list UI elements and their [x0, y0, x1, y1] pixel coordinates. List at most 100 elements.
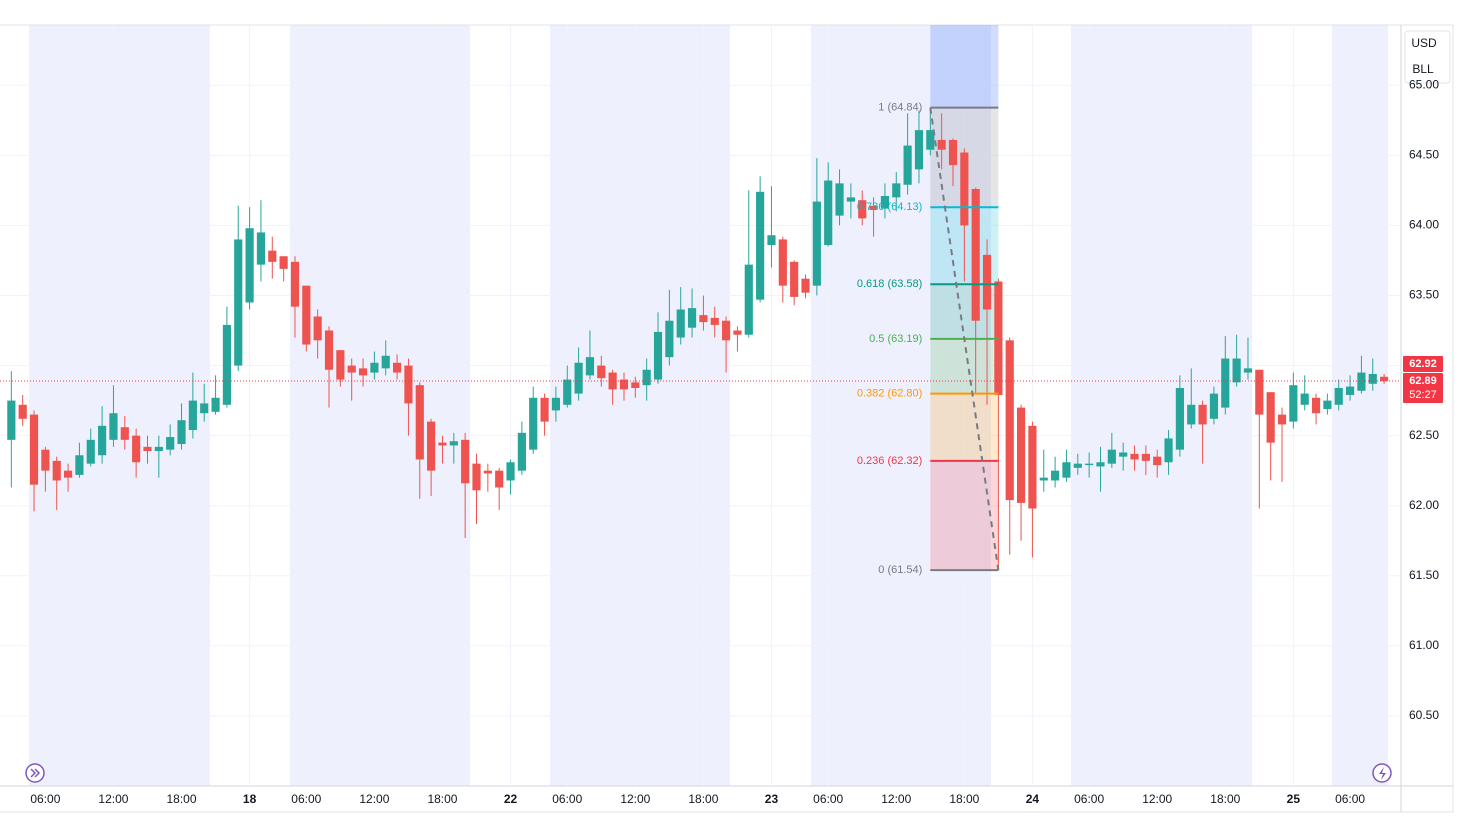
candle-body — [1028, 425, 1037, 509]
y-tick-label: 63.50 — [1409, 288, 1439, 302]
candle-body — [1119, 452, 1128, 457]
candle-body — [846, 197, 855, 202]
candle-body — [824, 180, 833, 246]
candle-body — [903, 145, 912, 185]
x-tick-label: 06:00 — [813, 792, 843, 806]
price-marker-box — [1403, 372, 1443, 403]
candle-body — [404, 365, 413, 404]
x-tick-label: 12:00 — [359, 792, 389, 806]
unit-button[interactable]: BLL — [1412, 62, 1434, 76]
y-tick-label: 62.00 — [1409, 498, 1439, 512]
candle-body — [1232, 358, 1241, 383]
candle-body — [1085, 463, 1094, 466]
x-tick-label: 18:00 — [949, 792, 979, 806]
plot: 1 (64.84) 0.786 (64.13) 0.618 (63.58) 0.5 (… — [0, 25, 1400, 786]
candle-body — [653, 331, 663, 380]
x-tick-label: 06:00 — [552, 792, 582, 806]
candle-body — [960, 152, 969, 226]
fib-time-highlight — [930, 25, 999, 108]
candle-body — [313, 316, 322, 341]
candle-body — [132, 435, 141, 463]
candle-body — [1062, 462, 1071, 478]
candle-body — [358, 368, 368, 376]
flash-button[interactable] — [1372, 763, 1392, 783]
x-tick-label: 06:00 — [291, 792, 321, 806]
session-band — [29, 25, 210, 786]
candle-body — [1345, 386, 1355, 395]
session-band — [811, 25, 991, 786]
currency-button[interactable]: USD — [1411, 36, 1437, 50]
candle-body — [234, 239, 243, 366]
candle-body — [767, 235, 776, 246]
session-band — [290, 25, 470, 786]
y-tick-label: 61.50 — [1409, 568, 1439, 582]
fib-level-label: 0.5 (63.19) — [869, 333, 922, 345]
candle-body — [619, 379, 629, 390]
candle-body — [438, 442, 447, 446]
fib-level-label: 0.786 (64.13) — [857, 201, 922, 213]
candle-body — [336, 350, 345, 380]
y-tick-label: 65.00 — [1409, 77, 1439, 91]
candle-body — [1357, 372, 1366, 391]
candle-body — [790, 261, 799, 297]
candle-body — [982, 254, 992, 310]
x-tick-label: 25 — [1287, 792, 1301, 806]
candle-body — [154, 446, 163, 452]
x-tick-label: 22 — [504, 792, 518, 806]
candle-body — [1016, 407, 1026, 503]
candle-body — [324, 330, 334, 370]
fib-band — [930, 338, 999, 394]
candle-body — [381, 355, 390, 369]
candle-body — [858, 200, 867, 219]
x-tick-label: 18 — [243, 792, 257, 806]
candle-body — [722, 320, 731, 341]
candle-body — [1096, 462, 1105, 467]
candle-body — [551, 397, 560, 411]
candle-body — [1051, 470, 1060, 481]
candle-body — [597, 365, 606, 379]
scroll-button[interactable] — [25, 763, 45, 783]
candle-body — [7, 400, 16, 440]
candle-body — [710, 317, 719, 325]
candle-body — [1130, 453, 1139, 460]
candle-body — [1243, 368, 1253, 373]
candle-body — [427, 421, 436, 471]
candle-body — [18, 404, 27, 419]
candle-body — [948, 139, 958, 166]
candle-body — [1277, 414, 1287, 425]
x-tick-label: 24 — [1026, 792, 1040, 806]
fib-band — [930, 460, 999, 571]
x-tick-label: 06:00 — [1335, 792, 1365, 806]
y-tick-label: 61.00 — [1409, 638, 1439, 652]
candle-body — [1266, 392, 1275, 443]
candle-body — [1039, 477, 1048, 481]
candle-body — [166, 437, 175, 450]
session-band — [1332, 25, 1388, 786]
candle-body — [472, 463, 481, 491]
candle-body — [756, 191, 765, 300]
candle-body — [1380, 376, 1389, 381]
candle-body — [1164, 438, 1173, 463]
candle-body — [517, 432, 526, 471]
price-marker-label: 62.92 — [1409, 358, 1437, 370]
countdown-label: 52:27 — [1409, 389, 1437, 401]
candle-body — [370, 362, 379, 373]
icon-glyph — [30, 768, 41, 778]
candle-body — [563, 379, 572, 405]
fib-level-label: 0.236 (62.32) — [857, 455, 922, 467]
session-band — [550, 25, 730, 786]
candle-body — [665, 320, 674, 358]
candle-body — [211, 397, 220, 412]
candle-body — [177, 420, 186, 445]
fib-level-label: 0.382 (62.80) — [857, 387, 922, 399]
candle-body — [188, 400, 197, 431]
candle-body — [449, 441, 458, 446]
candle-body — [143, 446, 152, 452]
candle-body — [926, 130, 935, 150]
candle-body — [461, 439, 470, 484]
x-tick-label: 12:00 — [98, 792, 128, 806]
candle-body — [1368, 373, 1377, 384]
x-tick-label: 18:00 — [167, 792, 197, 806]
